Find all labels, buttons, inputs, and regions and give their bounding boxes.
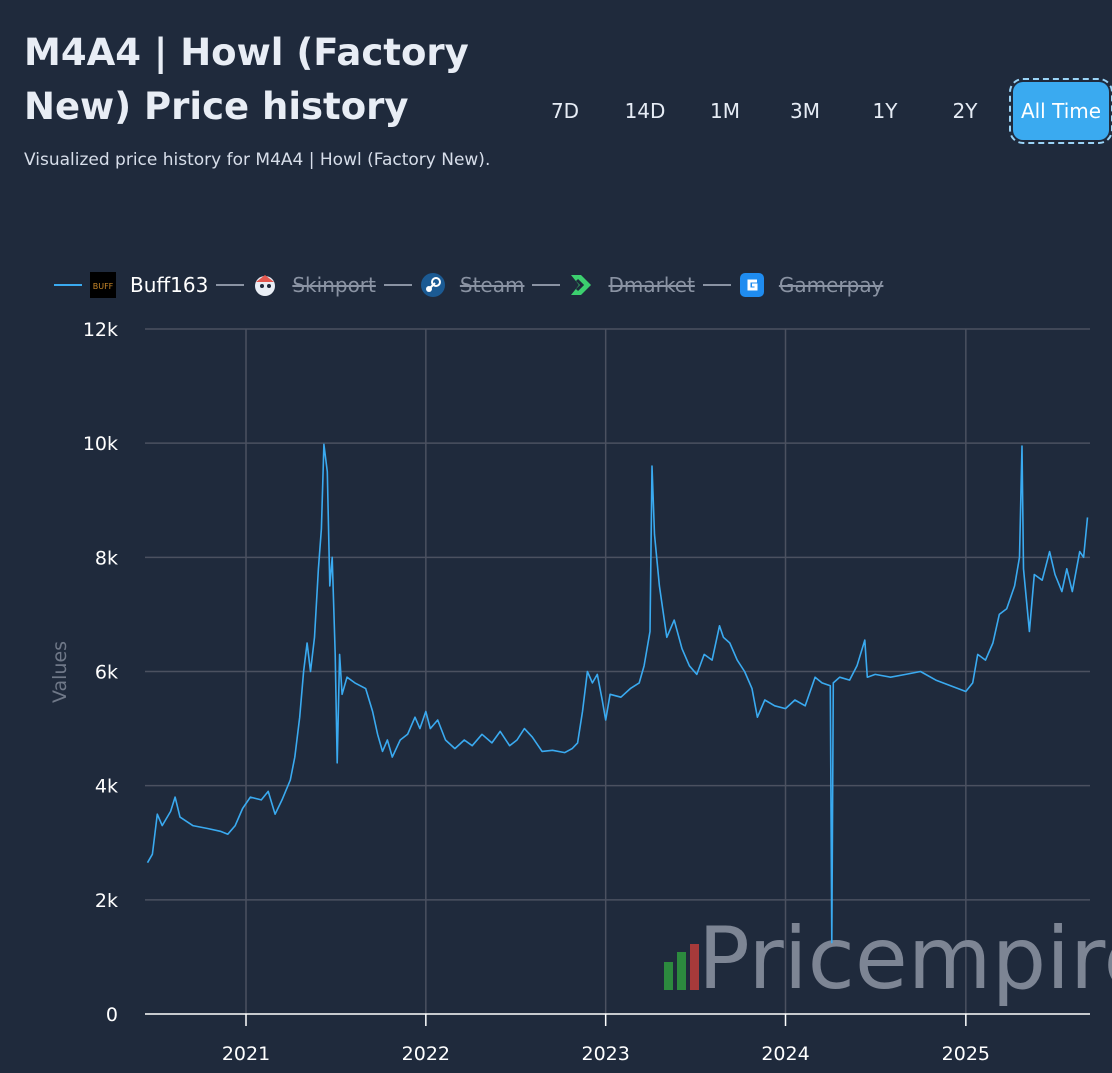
legend-line — [702, 284, 731, 286]
chart-gridlines — [145, 328, 1090, 1014]
svg-text:BUFF: BUFF — [93, 282, 114, 291]
legend-item-skinport[interactable]: Skinport — [216, 272, 384, 298]
legend-item-gamerpay[interactable]: Gamerpay — [702, 272, 892, 298]
chart-legend: BUFF Buff163 Skinport Steam Dmarket Game… — [54, 268, 891, 302]
watermark-text: Pricempire — [698, 909, 1112, 1009]
legend-label-gamerpay: Gamerpay — [778, 273, 884, 297]
y-tick-label: 8k — [95, 547, 118, 569]
skinport-icon — [252, 272, 278, 298]
range-7d-button[interactable]: 7D — [535, 81, 595, 141]
page-title: M4A4 | Howl (Factory New) Price history — [24, 31, 469, 128]
range-1m-button[interactable]: 1M — [695, 81, 755, 141]
x-tick-label: 2022 — [402, 1043, 450, 1065]
buff163-icon: BUFF — [90, 272, 116, 298]
x-tick-label: 2023 — [581, 1043, 629, 1065]
y-axis-ticks: 0 2k 4k 6k 8k 10k 12k — [83, 319, 118, 1026]
x-tick-label: 2024 — [761, 1043, 809, 1065]
x-axis-ticks: 2021 2022 2023 2024 2025 — [222, 1014, 990, 1065]
legend-item-dmarket[interactable]: Dmarket — [532, 272, 702, 298]
range-14d-button[interactable]: 14D — [615, 81, 675, 141]
y-tick-label: 4k — [95, 776, 118, 798]
y-tick-label: 10k — [83, 433, 118, 455]
legend-label-dmarket: Dmarket — [608, 273, 695, 297]
range-3m-button[interactable]: 3M — [775, 81, 835, 141]
page-subtitle: Visualized price history for M4A4 | Howl… — [24, 150, 491, 170]
pricempire-watermark: Pricempire — [664, 909, 1112, 1009]
dmarket-icon — [568, 272, 594, 298]
y-tick-label: 6k — [95, 662, 118, 684]
y-tick-label: 12k — [83, 319, 118, 341]
y-axis-label: Values — [49, 641, 71, 703]
legend-label-skinport: Skinport — [292, 273, 376, 297]
legend-line — [54, 284, 82, 286]
legend-label-buff163: Buff163 — [130, 273, 209, 297]
legend-line — [216, 284, 245, 286]
legend-item-buff163[interactable]: BUFF Buff163 — [54, 272, 216, 298]
legend-item-steam[interactable]: Steam — [383, 272, 533, 298]
steam-icon — [420, 272, 446, 298]
legend-line — [383, 284, 412, 286]
series-line-buff163[interactable] — [146, 443, 1089, 944]
range-1y-button[interactable]: 1Y — [855, 81, 915, 141]
gamerpay-icon — [739, 272, 765, 298]
time-range-selector: 7D 14D 1M 3M 1Y 2Y All Time — [525, 78, 1112, 144]
range-all-time-button[interactable]: All Time — [1009, 78, 1112, 144]
legend-line — [532, 284, 561, 286]
y-tick-label: 0 — [106, 1004, 118, 1026]
legend-label-steam: Steam — [459, 273, 525, 297]
range-2y-button[interactable]: 2Y — [935, 81, 995, 141]
y-tick-label: 2k — [95, 890, 118, 912]
x-tick-label: 2025 — [942, 1043, 990, 1065]
pricempire-logo-icon — [664, 944, 699, 990]
x-tick-label: 2021 — [222, 1043, 270, 1065]
